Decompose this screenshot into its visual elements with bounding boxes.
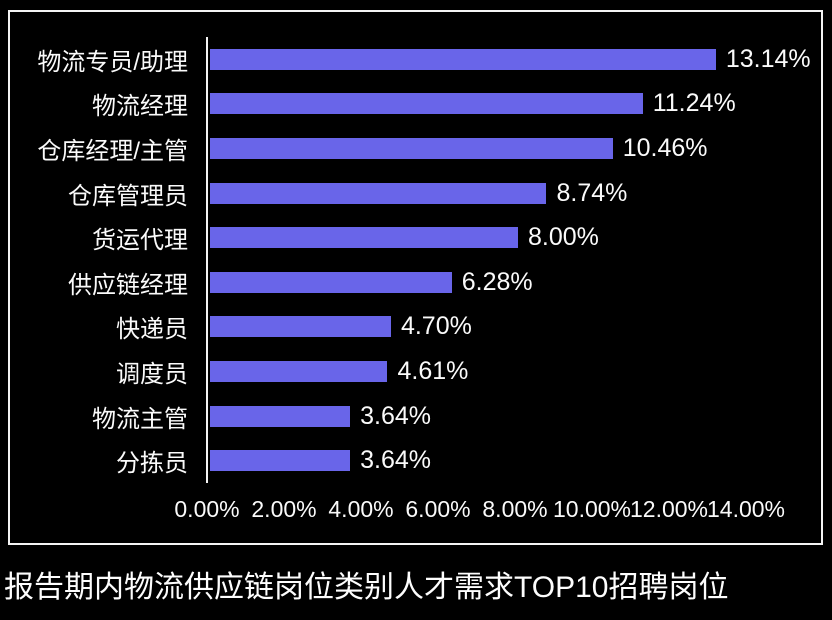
bar-row: 快递员 4.70%: [10, 305, 821, 350]
bar-row: 物流专员/助理 13.14%: [10, 37, 821, 82]
value-label: 3.64%: [360, 401, 432, 430]
bar: [210, 450, 351, 472]
y-axis-line: [206, 37, 208, 483]
bar-row: 货运代理 8.00%: [10, 215, 821, 260]
bar: [210, 316, 391, 338]
value-label: 10.46%: [622, 133, 708, 162]
bar: [210, 48, 716, 70]
bar-row: 供应链经理 6.28%: [10, 260, 821, 305]
value-label: 8.00%: [528, 223, 599, 252]
bar-row: 分拣员 3.64%: [10, 438, 821, 483]
category-label: 调度员: [116, 360, 188, 388]
value-label: 4.70%: [400, 312, 472, 341]
bar-row: 物流经理 11.24%: [10, 82, 821, 127]
category-label: 仓库经理/主管: [37, 137, 188, 165]
plot-frame: 物流专员/助理 13.14% 物流经理 11.24% 仓库经理/主管 10.46% 仓库管理…: [8, 10, 823, 545]
x-tick-label: 2.00%: [251, 496, 317, 522]
bar: [210, 360, 388, 382]
value-label: 3.64%: [360, 446, 432, 475]
x-tick-label: 10.00%: [552, 496, 632, 522]
bar: [210, 271, 452, 293]
bar-row: 仓库经理/主管 10.46%: [10, 126, 821, 171]
category-label: 物流专员/助理: [37, 48, 188, 76]
category-label: 快递员: [116, 316, 188, 344]
x-axis-tick-labels: 0.00% 2.00% 4.00% 6.00% 8.00% 10.00% 12.00% 14.…: [10, 496, 821, 526]
category-label: 货运代理: [92, 227, 188, 255]
bar: [210, 137, 613, 159]
x-tick-label: 12.00%: [629, 496, 709, 522]
value-label: 8.74%: [556, 178, 628, 207]
category-label: 仓库管理员: [68, 182, 188, 210]
bar: [210, 405, 351, 427]
bar: [210, 93, 643, 115]
category-label: 物流经理: [92, 93, 188, 121]
x-tick-label: 14.00%: [706, 496, 786, 522]
x-tick-label: 0.00%: [174, 496, 240, 522]
x-tick-label: 4.00%: [328, 496, 394, 522]
bar-row: 仓库管理员 8.74%: [10, 171, 821, 216]
value-label: 4.61%: [397, 356, 469, 385]
category-label: 分拣员: [116, 450, 188, 478]
bar-row: 物流主管 3.64%: [10, 394, 821, 439]
bar: [210, 227, 518, 249]
bar-row: 调度员 4.61%: [10, 349, 821, 394]
bar: [210, 182, 547, 204]
value-label: 6.28%: [461, 267, 533, 296]
category-label: 物流主管: [92, 405, 188, 433]
category-label: 供应链经理: [68, 271, 188, 299]
value-label: 11.24%: [652, 89, 736, 118]
chart-title: 报告期内物流供应链岗位类别人才需求TOP10招聘岗位: [4, 571, 729, 604]
bar-rows: 物流专员/助理 13.14% 物流经理 11.24% 仓库经理/主管 10.46% 仓库管理…: [10, 37, 821, 483]
x-tick-label: 8.00%: [482, 496, 548, 522]
value-label: 13.14%: [725, 44, 811, 73]
x-tick-label: 6.00%: [405, 496, 471, 522]
